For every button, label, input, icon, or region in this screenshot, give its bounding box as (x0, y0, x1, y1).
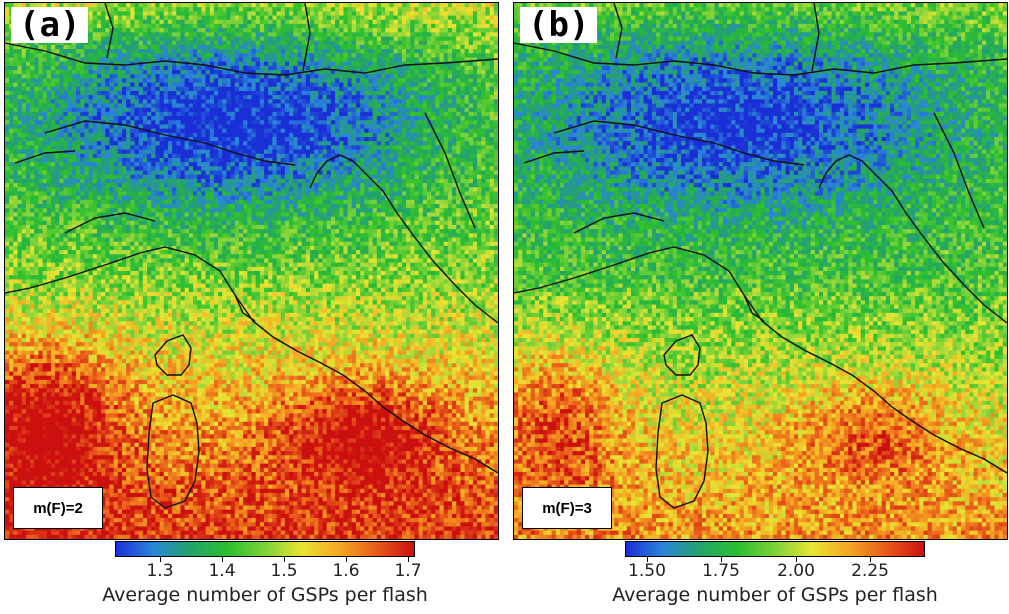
colorbar-a-tick (346, 557, 347, 562)
colorbar-a-tick-label: 1.6 (332, 561, 359, 581)
panel-label-a: (a) (11, 7, 89, 43)
colorbar-a-tick-label: 1.7 (394, 561, 421, 581)
colorbar-a-tick (160, 557, 161, 562)
gsp-density-map-b (514, 3, 1007, 539)
map-panel-a: (a) m(F)=2 (4, 2, 499, 540)
colorbar-b-tick (647, 557, 648, 562)
gsp-density-map-a (5, 3, 498, 539)
colorbar-a-label: Average number of GSPs per flash (102, 584, 428, 606)
colorbar-b-tick-label: 1.50 (628, 561, 666, 581)
multiplicity-label-a: m(F)=2 (13, 487, 103, 529)
colorbar-a-tick (222, 557, 223, 562)
colorbar-b-label: Average number of GSPs per flash (612, 584, 938, 606)
colorbar-b-tick-label: 2.25 (851, 561, 889, 581)
colorbar-b-tick (870, 557, 871, 562)
colorbar-a-tick (284, 557, 285, 562)
colorbar-b-tick (721, 557, 722, 562)
colorbar-b-tick (796, 557, 797, 562)
colorbar-a-gradient (115, 541, 415, 557)
colorbar-b-gradient (625, 541, 925, 557)
colorbar-a-tick-label: 1.5 (270, 561, 297, 581)
colorbar-b-tick-label: 1.75 (702, 561, 740, 581)
map-panel-b: (b) m(F)=3 (513, 2, 1008, 540)
colorbar-a-tick-label: 1.4 (208, 561, 235, 581)
multiplicity-label-b: m(F)=3 (522, 487, 612, 529)
panel-label-b: (b) (520, 7, 598, 43)
colorbar-b-tick-label: 2.00 (777, 561, 815, 581)
colorbar-a-tick (408, 557, 409, 562)
colorbar-a-tick-label: 1.3 (146, 561, 173, 581)
